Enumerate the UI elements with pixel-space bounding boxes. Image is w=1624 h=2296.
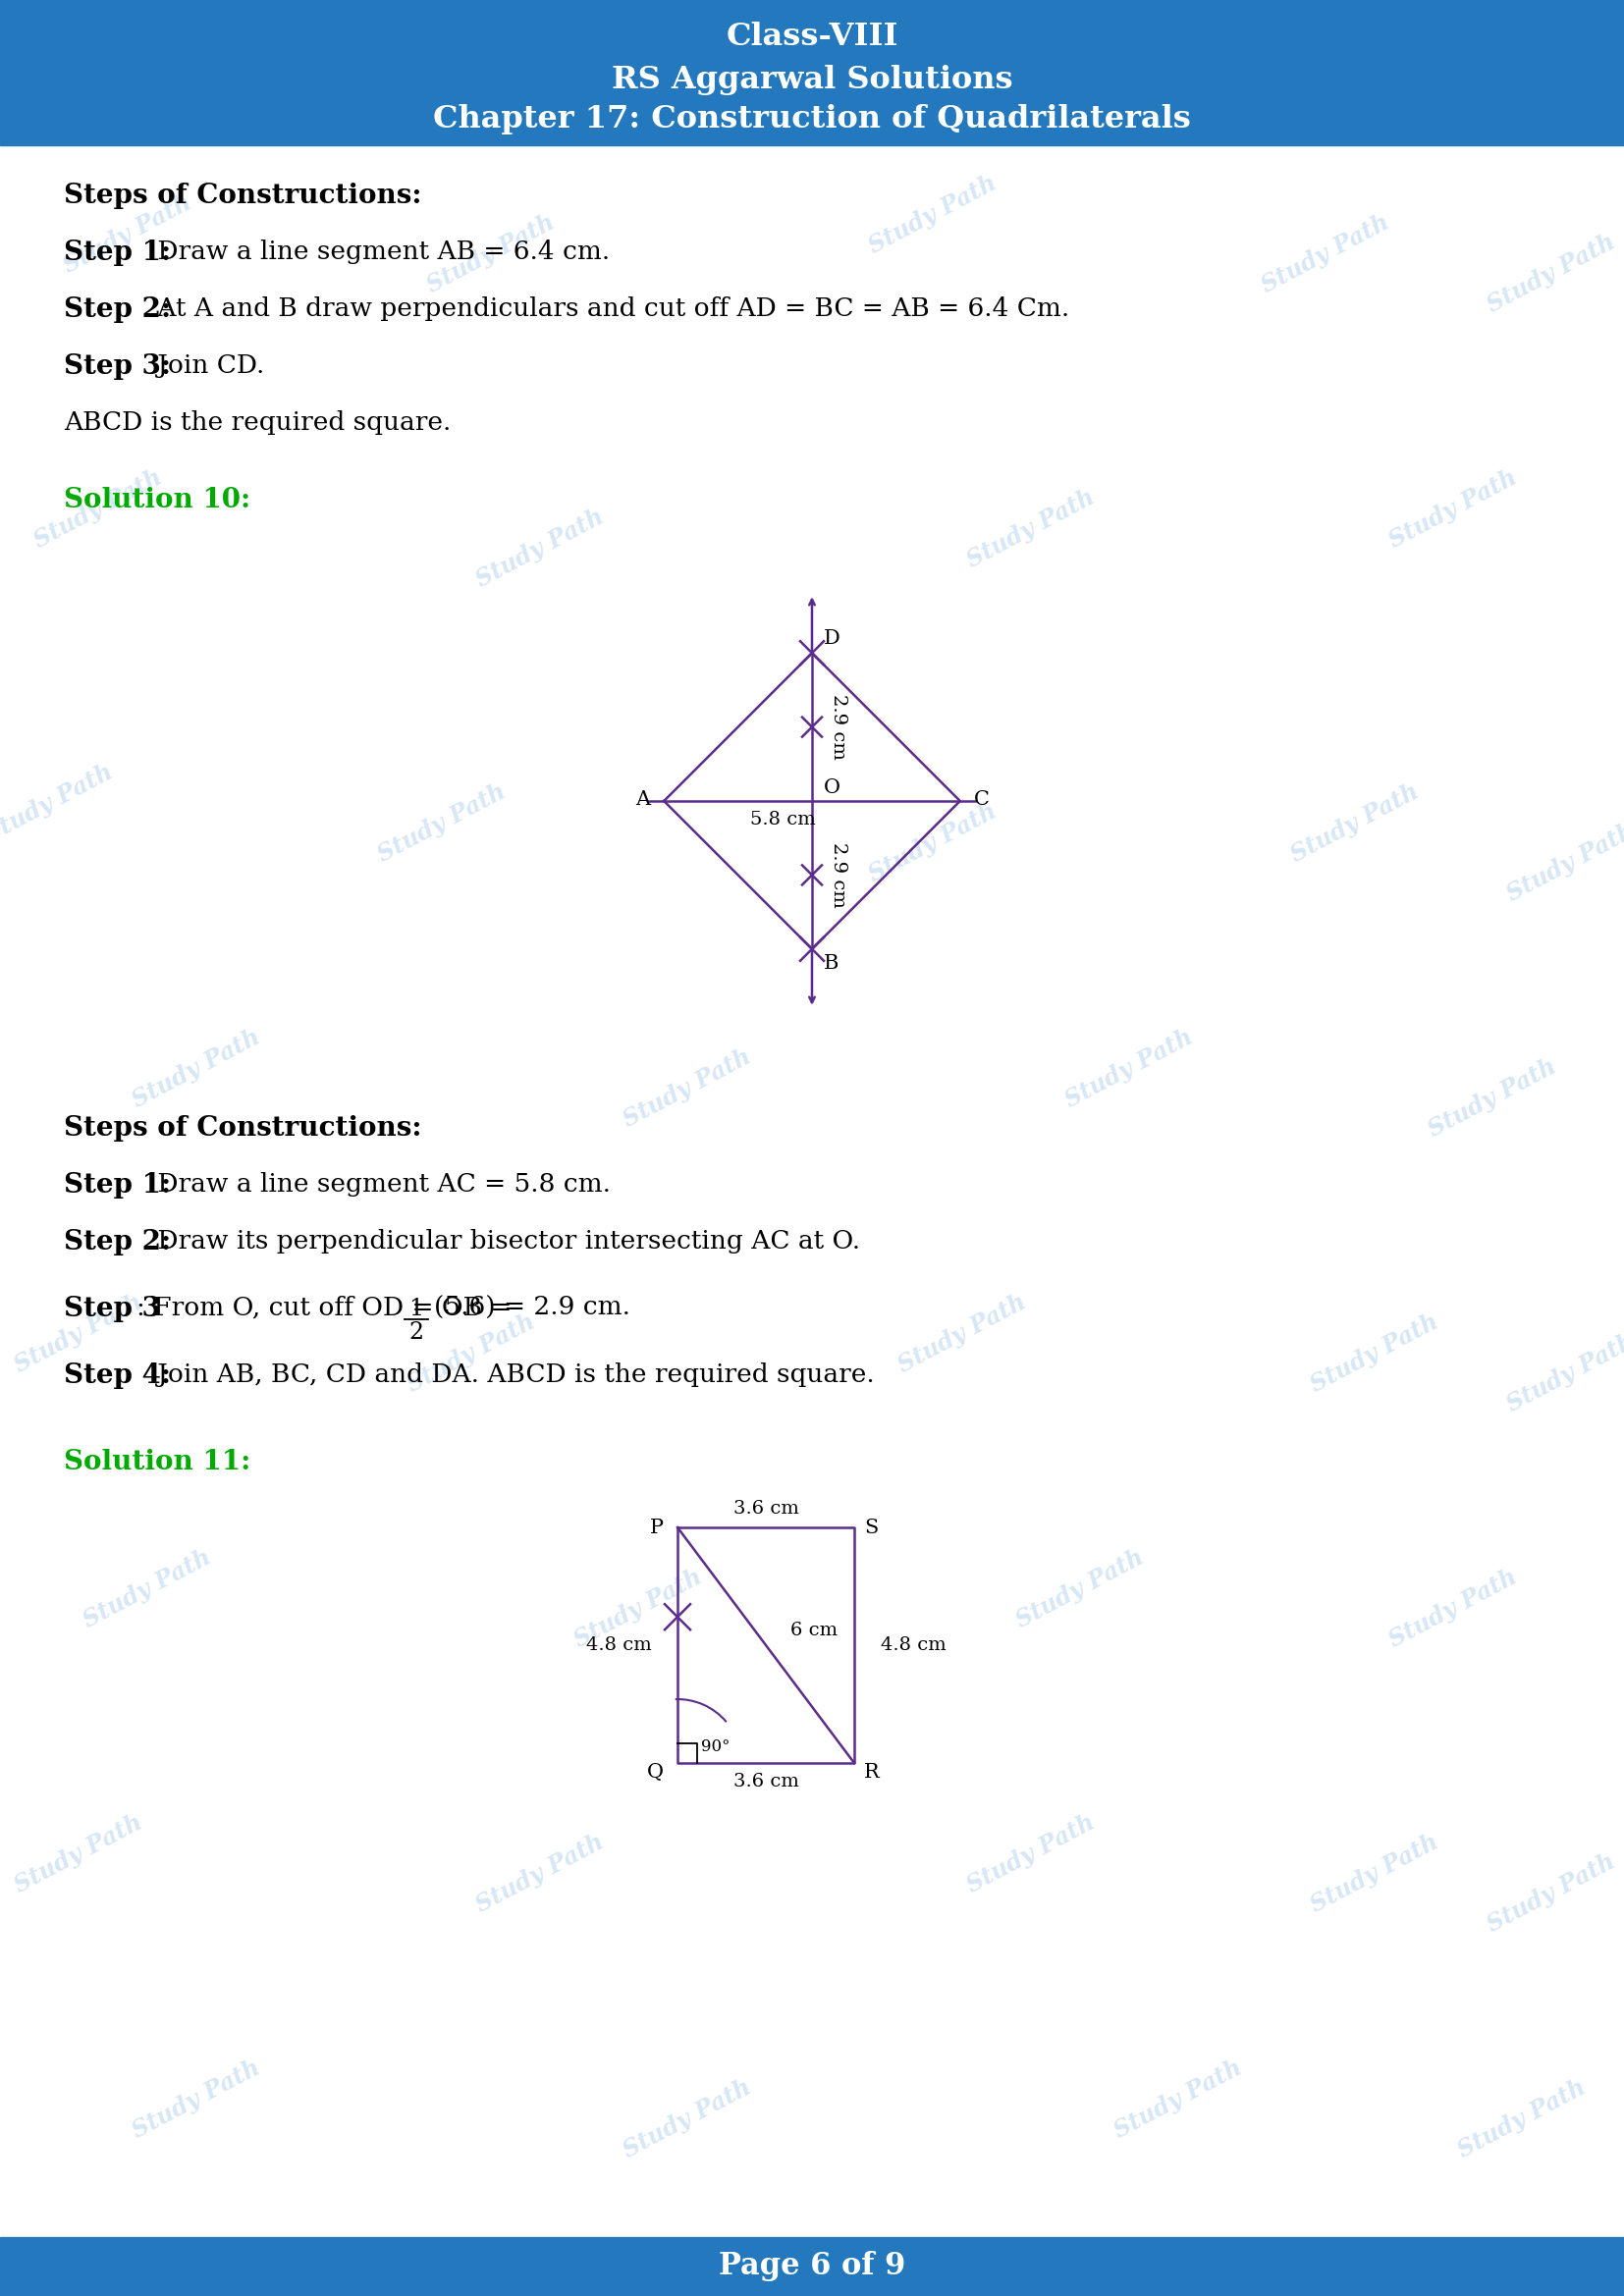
Text: Study Path: Study Path: [0, 760, 117, 847]
Text: Q: Q: [646, 1763, 664, 1782]
Text: Chapter 17: Construction of Quadrilaterals: Chapter 17: Construction of Quadrilatera…: [434, 103, 1190, 135]
Text: 5.8 cm: 5.8 cm: [750, 810, 815, 829]
Text: Step 3: Step 3: [63, 1295, 161, 1322]
Text: Step 2:: Step 2:: [63, 1228, 171, 1256]
Text: 3.6 cm: 3.6 cm: [732, 1773, 799, 1791]
Bar: [0, 0, 1624, 145]
Text: Study Path: Study Path: [1385, 1566, 1522, 1653]
Text: Study Path: Study Path: [1504, 820, 1624, 907]
Text: P: P: [650, 1518, 664, 1536]
Bar: [0, 2236, 1624, 2296]
Text: Study Path: Study Path: [1012, 1545, 1148, 1632]
Text: Study Path: Study Path: [374, 781, 510, 868]
Text: Study Path: Study Path: [1483, 230, 1619, 317]
Text: B: B: [823, 953, 840, 974]
Text: Study Path: Study Path: [895, 1290, 1030, 1378]
Text: Steps of Constructions:: Steps of Constructions:: [63, 1116, 422, 1141]
Text: Study Path: Study Path: [473, 1830, 607, 1917]
Text: Study Path: Study Path: [1307, 1311, 1442, 1398]
Text: Study Path: Study Path: [1453, 2076, 1590, 2163]
Text: C: C: [974, 790, 989, 808]
Text: Step 1:: Step 1:: [63, 1171, 171, 1199]
Text: Study Path: Study Path: [31, 466, 166, 553]
Text: 4.8 cm: 4.8 cm: [880, 1637, 945, 1653]
Text: Study Path: Study Path: [1424, 1054, 1561, 1141]
Text: Study Path: Study Path: [570, 1566, 706, 1653]
Text: Study Path: Study Path: [403, 1311, 539, 1398]
Text: Study Path: Study Path: [866, 172, 1000, 259]
Text: 3.6 cm: 3.6 cm: [732, 1499, 799, 1518]
Text: 90°: 90°: [702, 1738, 731, 1754]
Text: RS Aggarwal Solutions: RS Aggarwal Solutions: [611, 64, 1013, 94]
Text: : From O, cut off OD = OB =: : From O, cut off OD = OB =: [136, 1295, 521, 1320]
Text: (5.6) = 2.9 cm.: (5.6) = 2.9 cm.: [434, 1295, 630, 1320]
Text: Draw its perpendicular bisector intersecting AC at O.: Draw its perpendicular bisector intersec…: [149, 1228, 861, 1254]
Text: Study Path: Study Path: [1483, 1851, 1619, 1938]
Text: Page 6 of 9: Page 6 of 9: [718, 2252, 906, 2282]
Text: 2: 2: [409, 1320, 424, 1343]
Text: Draw a line segment AC = 5.8 cm.: Draw a line segment AC = 5.8 cm.: [149, 1171, 611, 1196]
Text: O: O: [823, 778, 841, 797]
Text: Study Path: Study Path: [1288, 781, 1423, 868]
Text: At A and B draw perpendiculars and cut off AD = BC = AB = 6.4 Cm.: At A and B draw perpendiculars and cut o…: [149, 296, 1069, 321]
Text: S: S: [864, 1518, 879, 1536]
Text: Study Path: Study Path: [1504, 1329, 1624, 1417]
Text: Step 1:: Step 1:: [63, 239, 171, 266]
Text: Study Path: Study Path: [963, 1812, 1099, 1899]
Text: ABCD is the required square.: ABCD is the required square.: [63, 411, 451, 434]
Text: D: D: [823, 629, 840, 647]
Text: Study Path: Study Path: [866, 799, 1000, 886]
Text: Study Path: Study Path: [128, 2057, 265, 2142]
Text: Study Path: Study Path: [11, 1812, 146, 1899]
Text: 6 cm: 6 cm: [791, 1621, 838, 1639]
Text: Study Path: Study Path: [60, 191, 195, 278]
Text: Study Path: Study Path: [11, 1290, 146, 1378]
Text: Study Path: Study Path: [1060, 1026, 1197, 1114]
Text: Study Path: Study Path: [80, 1545, 214, 1632]
Text: Study Path: Study Path: [1385, 466, 1522, 553]
Text: A: A: [635, 790, 650, 808]
Text: Study Path: Study Path: [473, 505, 607, 592]
Text: Step 3:: Step 3:: [63, 354, 171, 379]
Text: Study Path: Study Path: [619, 1045, 755, 1132]
Text: Step 2:: Step 2:: [63, 296, 171, 324]
Text: Study Path: Study Path: [1111, 2057, 1246, 2142]
Text: Step 4:: Step 4:: [63, 1362, 171, 1389]
Text: Study Path: Study Path: [128, 1026, 265, 1114]
Text: 1: 1: [409, 1297, 424, 1320]
Text: Study Path: Study Path: [1307, 1830, 1442, 1917]
Text: Study Path: Study Path: [422, 211, 559, 298]
Text: Join AB, BC, CD and DA. ABCD is the required square.: Join AB, BC, CD and DA. ABCD is the requ…: [149, 1362, 874, 1387]
Text: Steps of Constructions:: Steps of Constructions:: [63, 184, 422, 209]
Text: R: R: [864, 1763, 880, 1782]
Text: 4.8 cm: 4.8 cm: [586, 1637, 651, 1653]
Text: Class-VIII: Class-VIII: [726, 21, 898, 53]
Text: 2.9 cm: 2.9 cm: [830, 843, 848, 907]
Text: Draw a line segment AB = 6.4 cm.: Draw a line segment AB = 6.4 cm.: [149, 239, 609, 264]
Text: 2.9 cm: 2.9 cm: [830, 693, 848, 760]
Text: Study Path: Study Path: [1257, 211, 1393, 298]
Text: Study Path: Study Path: [963, 484, 1099, 572]
Text: Study Path: Study Path: [619, 2076, 755, 2163]
Text: Solution 11:: Solution 11:: [63, 1449, 250, 1476]
Text: Solution 10:: Solution 10:: [63, 487, 250, 514]
Text: Join CD.: Join CD.: [149, 354, 265, 379]
